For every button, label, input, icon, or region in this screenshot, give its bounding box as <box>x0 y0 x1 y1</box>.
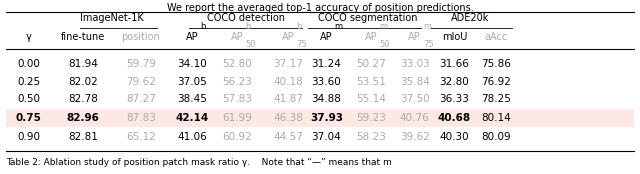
Text: 42.14: 42.14 <box>175 113 209 123</box>
Text: 38.45: 38.45 <box>177 94 207 104</box>
Text: 37.17: 37.17 <box>273 59 303 69</box>
Text: 0.90: 0.90 <box>17 132 40 142</box>
Text: AP: AP <box>186 31 198 42</box>
Text: b: b <box>245 22 250 31</box>
Text: 79.62: 79.62 <box>126 77 156 87</box>
Text: aAcc: aAcc <box>484 31 508 42</box>
Text: AP: AP <box>320 31 333 42</box>
Text: 0.75: 0.75 <box>16 113 42 123</box>
Text: 56.23: 56.23 <box>222 77 252 87</box>
Text: 46.38: 46.38 <box>273 113 303 123</box>
Text: 80.14: 80.14 <box>481 113 511 123</box>
Text: m: m <box>423 22 431 31</box>
Text: 32.80: 32.80 <box>440 77 469 87</box>
Text: position: position <box>122 31 160 42</box>
Text: ImageNet-1K: ImageNet-1K <box>80 13 144 23</box>
Text: γ: γ <box>26 31 32 42</box>
Text: 41.87: 41.87 <box>273 94 303 104</box>
Text: 82.81: 82.81 <box>68 132 98 142</box>
Text: m: m <box>380 22 388 31</box>
Text: 78.25: 78.25 <box>481 94 511 104</box>
Text: b: b <box>200 22 205 31</box>
Text: 31.24: 31.24 <box>312 59 341 69</box>
Text: 82.02: 82.02 <box>68 77 98 87</box>
Text: AP: AP <box>282 31 294 42</box>
Text: 44.57: 44.57 <box>273 132 303 142</box>
Text: 37.04: 37.04 <box>312 132 341 142</box>
Text: 37.50: 37.50 <box>400 94 429 104</box>
Text: 50: 50 <box>380 40 390 49</box>
Text: 59.79: 59.79 <box>126 59 156 69</box>
Text: 34.10: 34.10 <box>177 59 207 69</box>
Text: 61.99: 61.99 <box>222 113 252 123</box>
Text: COCO detection: COCO detection <box>207 13 285 23</box>
Text: 50.27: 50.27 <box>356 59 386 69</box>
Text: 58.23: 58.23 <box>356 132 386 142</box>
Text: We report the averaged top-1 accuracy of position predictions.: We report the averaged top-1 accuracy of… <box>166 3 474 13</box>
Text: 33.60: 33.60 <box>312 77 341 87</box>
Text: 82.96: 82.96 <box>67 113 100 123</box>
Text: 75: 75 <box>296 40 307 49</box>
Text: 40.18: 40.18 <box>273 77 303 87</box>
Text: 75: 75 <box>423 40 434 49</box>
Text: 40.30: 40.30 <box>440 132 469 142</box>
Text: 37.05: 37.05 <box>177 77 207 87</box>
Text: 41.06: 41.06 <box>177 132 207 142</box>
Text: 37.93: 37.93 <box>310 113 343 123</box>
Text: b: b <box>296 22 301 31</box>
Text: 87.83: 87.83 <box>126 113 156 123</box>
Text: 52.80: 52.80 <box>222 59 252 69</box>
Text: AP: AP <box>230 31 243 42</box>
Text: 40.76: 40.76 <box>400 113 429 123</box>
Text: 33.03: 33.03 <box>400 59 429 69</box>
FancyBboxPatch shape <box>6 109 634 127</box>
Text: Table 2: Ablation study of position patch mask ratio γ.    Note that “—” means t: Table 2: Ablation study of position patc… <box>6 158 392 167</box>
Text: mIoU: mIoU <box>442 31 467 42</box>
Text: 31.66: 31.66 <box>440 59 469 69</box>
Text: AP: AP <box>365 31 378 42</box>
Text: 53.51: 53.51 <box>356 77 386 87</box>
Text: fine-tune: fine-tune <box>61 31 106 42</box>
Text: COCO segmentation: COCO segmentation <box>318 13 418 23</box>
Text: 59.23: 59.23 <box>356 113 386 123</box>
Text: 75.86: 75.86 <box>481 59 511 69</box>
Text: 82.78: 82.78 <box>68 94 98 104</box>
Text: 87.27: 87.27 <box>126 94 156 104</box>
Text: m: m <box>335 22 343 31</box>
Text: 65.12: 65.12 <box>126 132 156 142</box>
Text: 76.92: 76.92 <box>481 77 511 87</box>
Text: 39.62: 39.62 <box>400 132 429 142</box>
Text: 35.84: 35.84 <box>400 77 429 87</box>
Text: AP: AP <box>408 31 421 42</box>
Text: ADE20k: ADE20k <box>451 13 490 23</box>
Text: 55.14: 55.14 <box>356 94 386 104</box>
Text: 34.88: 34.88 <box>312 94 341 104</box>
Text: 80.09: 80.09 <box>481 132 511 142</box>
Text: 36.33: 36.33 <box>440 94 469 104</box>
Text: 57.83: 57.83 <box>222 94 252 104</box>
Text: 81.94: 81.94 <box>68 59 98 69</box>
Text: 0.00: 0.00 <box>17 59 40 69</box>
Text: 0.50: 0.50 <box>17 94 40 104</box>
Text: 60.92: 60.92 <box>222 132 252 142</box>
Text: 0.25: 0.25 <box>17 77 40 87</box>
Text: 40.68: 40.68 <box>438 113 471 123</box>
Text: 50: 50 <box>245 40 255 49</box>
